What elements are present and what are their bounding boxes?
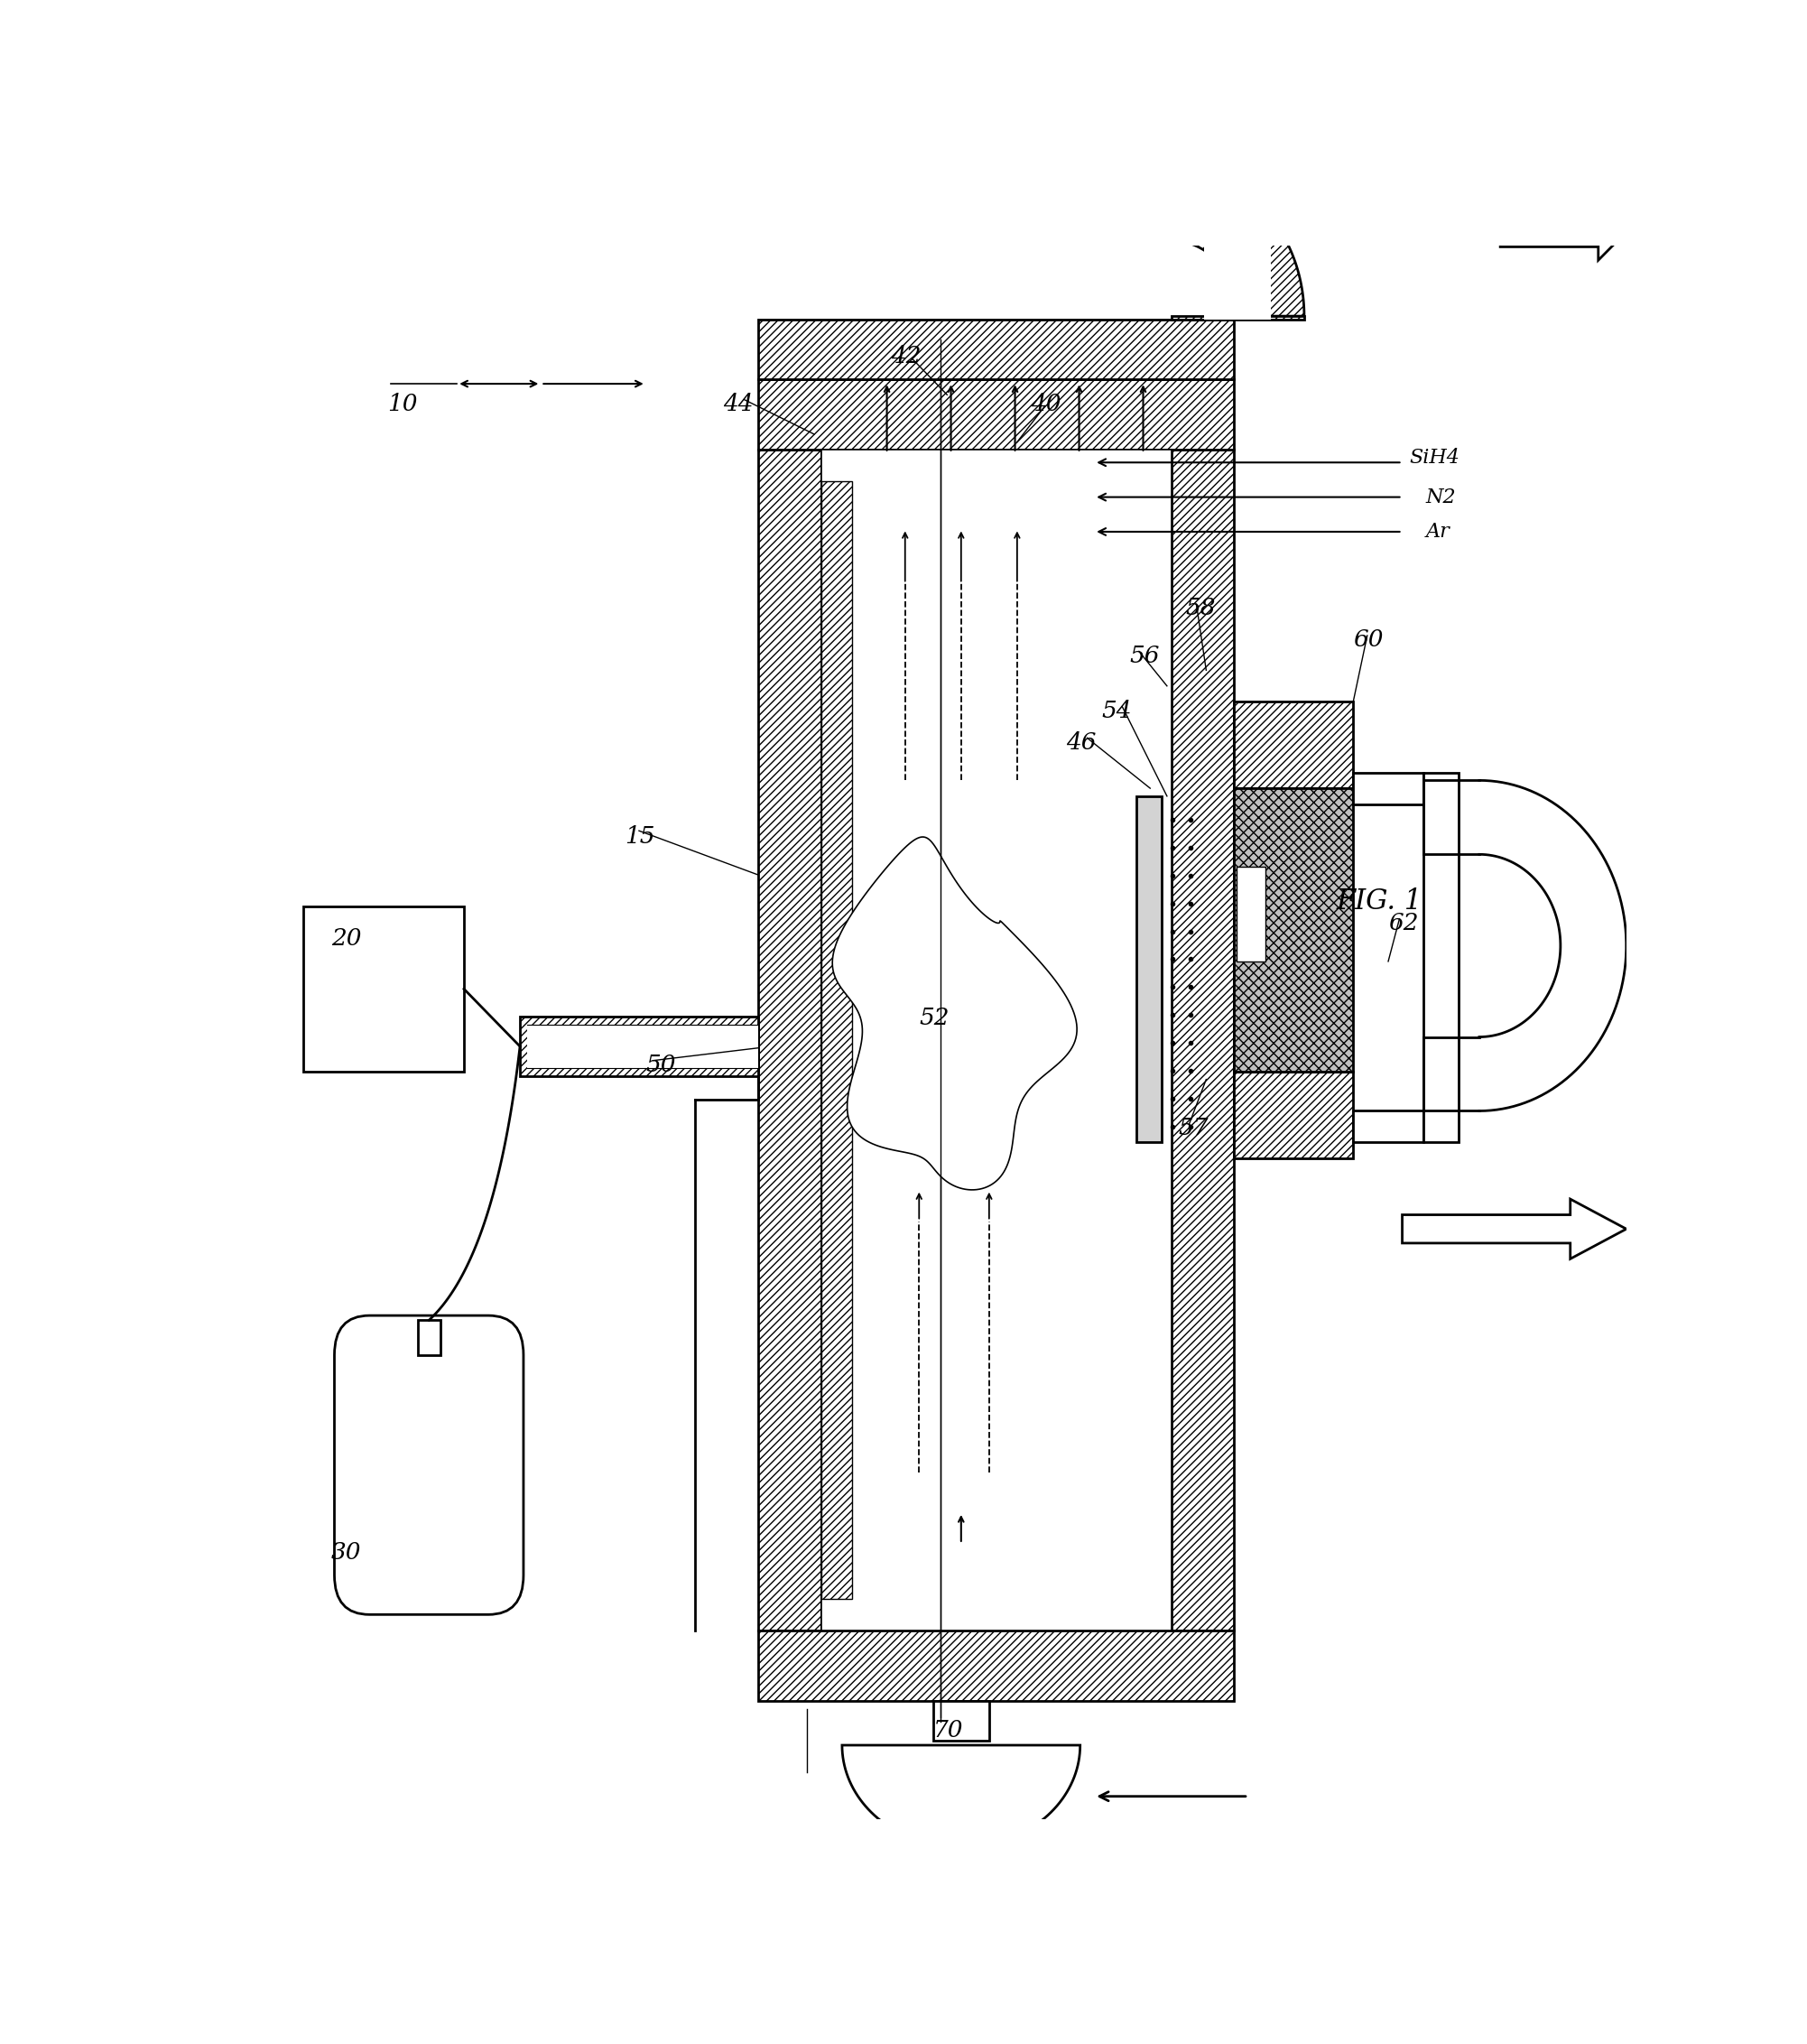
Bar — [820, 450, 1171, 1631]
Text: 42: 42 — [891, 345, 922, 368]
Text: 70: 70 — [932, 1719, 963, 1741]
Bar — [1171, 317, 1305, 319]
Text: N2: N2 — [1426, 486, 1456, 507]
Text: 44: 44 — [723, 392, 754, 415]
Bar — [932, 1701, 988, 1741]
Bar — [528, 1024, 759, 1069]
Bar — [1238, 867, 1265, 961]
Text: 20: 20 — [331, 928, 361, 950]
Text: FIG. 1: FIG. 1 — [1337, 887, 1422, 916]
Bar — [759, 319, 1234, 378]
Polygon shape — [842, 1746, 1081, 1848]
Bar — [1234, 1071, 1353, 1159]
FancyArrow shape — [1500, 147, 1655, 260]
Text: 54: 54 — [1100, 699, 1131, 722]
Bar — [520, 1016, 759, 1077]
Bar — [1171, 168, 1485, 241]
Text: 15: 15 — [625, 826, 656, 848]
Text: 40: 40 — [1032, 392, 1061, 415]
Text: 62: 62 — [1388, 912, 1418, 934]
Text: 10: 10 — [387, 392, 417, 415]
Bar — [1137, 795, 1162, 1143]
Text: 56: 56 — [1129, 644, 1160, 666]
Bar — [1171, 168, 1485, 241]
Bar — [1203, 241, 1272, 319]
Bar — [304, 905, 464, 1071]
Bar — [1353, 1112, 1424, 1143]
Text: 58: 58 — [1185, 597, 1216, 619]
Bar — [820, 482, 851, 1598]
FancyArrow shape — [1402, 1200, 1626, 1259]
Bar — [1234, 701, 1353, 789]
Bar — [417, 1320, 441, 1355]
Bar — [1634, 875, 1686, 1016]
Bar — [1234, 789, 1353, 1071]
Bar — [1171, 450, 1234, 1631]
Bar — [759, 378, 1234, 450]
Text: 60: 60 — [1353, 630, 1384, 652]
Bar — [828, 1848, 1093, 1887]
Text: Ar: Ar — [1426, 521, 1451, 542]
FancyBboxPatch shape — [334, 1316, 524, 1615]
Bar — [1424, 773, 1458, 1143]
Bar — [1353, 773, 1424, 803]
Text: 57: 57 — [1178, 1116, 1209, 1139]
Text: 46: 46 — [1066, 732, 1097, 754]
Polygon shape — [833, 836, 1077, 1190]
Text: 52: 52 — [920, 1006, 949, 1028]
Text: SiH4: SiH4 — [1409, 448, 1460, 468]
Text: 50: 50 — [647, 1053, 676, 1075]
Bar — [759, 1631, 1234, 1701]
Polygon shape — [1171, 168, 1305, 317]
Text: 30: 30 — [331, 1541, 361, 1564]
Bar — [759, 450, 820, 1631]
